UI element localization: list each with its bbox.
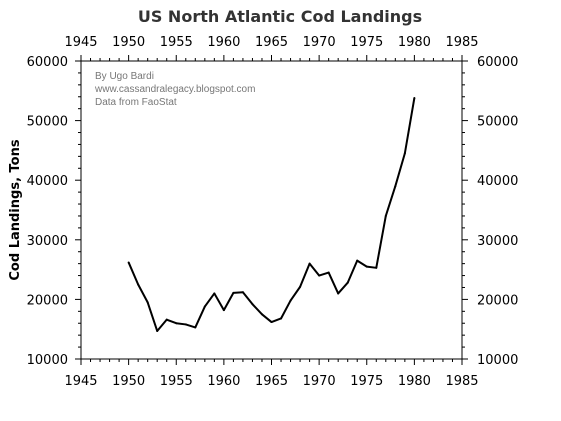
series-line-cod-landings	[127, 97, 416, 332]
x-tick-label-bottom: 1945	[64, 374, 97, 389]
data-point	[222, 309, 225, 312]
data-point	[137, 283, 140, 286]
data-point	[146, 301, 149, 304]
x-tick-label-top: 1960	[207, 35, 240, 50]
data-point	[308, 262, 311, 265]
data-point	[165, 318, 168, 321]
x-tick-label-top: 1980	[398, 35, 431, 50]
data-point	[251, 303, 254, 306]
x-tick-label-bottom: 1965	[255, 374, 288, 389]
axis-ticks	[75, 55, 468, 365]
data-point	[327, 271, 330, 274]
x-tick-label-top: 1965	[255, 35, 288, 50]
annotation-source: Data from FaoStat	[95, 97, 177, 108]
x-tick-label-bottom: 1970	[303, 374, 336, 389]
y-tick-label-left: 40000	[27, 174, 68, 189]
data-point	[384, 214, 387, 217]
data-point	[289, 299, 292, 302]
data-point	[365, 265, 368, 268]
y-tick-label-right: 20000	[477, 293, 518, 308]
y-tick-label-right: 30000	[477, 234, 518, 249]
series-points	[127, 96, 416, 332]
x-tick-label-bottom: 1985	[445, 374, 478, 389]
data-point	[346, 281, 349, 284]
data-point	[375, 266, 378, 269]
x-tick-label-top: 1945	[64, 35, 97, 50]
data-point	[337, 292, 340, 295]
y-tick-label-right: 50000	[477, 115, 518, 130]
data-point	[394, 185, 397, 188]
data-point	[203, 305, 206, 308]
y-tick-label-left: 50000	[27, 115, 68, 130]
y-tick-label-left: 60000	[27, 55, 68, 70]
data-point	[299, 285, 302, 288]
annotation-author: By Ugo Bardi	[95, 71, 154, 82]
x-tick-label-top: 1950	[112, 35, 145, 50]
annotation-group: By Ugo Bardi www.cassandralegacy.blogspo…	[94, 71, 255, 108]
data-point	[356, 259, 359, 262]
y-tick-label-left: 30000	[27, 234, 68, 249]
data-point	[127, 261, 130, 264]
x-tick-label-bottom: 1950	[112, 374, 145, 389]
data-point	[175, 322, 178, 325]
data-point	[413, 96, 416, 99]
data-point	[156, 329, 159, 332]
data-point	[241, 291, 244, 294]
y-axis-label: Cod Landings, Tons	[8, 139, 23, 280]
y-tick-label-left: 10000	[27, 353, 68, 368]
data-point	[318, 274, 321, 277]
y-tick-label-right: 40000	[477, 174, 518, 189]
x-tick-label-bottom: 1975	[350, 374, 383, 389]
x-tick-label-bottom: 1960	[207, 374, 240, 389]
x-tick-label-bottom: 1980	[398, 374, 431, 389]
y-tick-label-right: 60000	[477, 55, 518, 70]
chart-title: US North Atlantic Cod Landings	[138, 7, 422, 26]
x-tick-label-top: 1985	[445, 35, 478, 50]
data-point	[213, 292, 216, 295]
axis-tick-labels: 1945 1945 1950 1950 1955 1955 1960 1960 1965 1965…	[27, 35, 519, 389]
data-point	[403, 152, 406, 155]
y-tick-label-right: 10000	[477, 353, 518, 368]
y-tick-label-left: 20000	[27, 293, 68, 308]
x-tick-label-bottom: 1955	[160, 374, 193, 389]
annotation-website: www.cassandralegacy.blogspot.com	[94, 84, 255, 95]
data-point	[184, 323, 187, 326]
data-point	[270, 321, 273, 324]
x-tick-label-top: 1975	[350, 35, 383, 50]
data-point	[232, 291, 235, 294]
x-tick-label-top: 1955	[160, 35, 193, 50]
data-point	[194, 326, 197, 329]
data-point	[280, 317, 283, 320]
x-tick-label-top: 1970	[303, 35, 336, 50]
data-point	[260, 313, 263, 316]
